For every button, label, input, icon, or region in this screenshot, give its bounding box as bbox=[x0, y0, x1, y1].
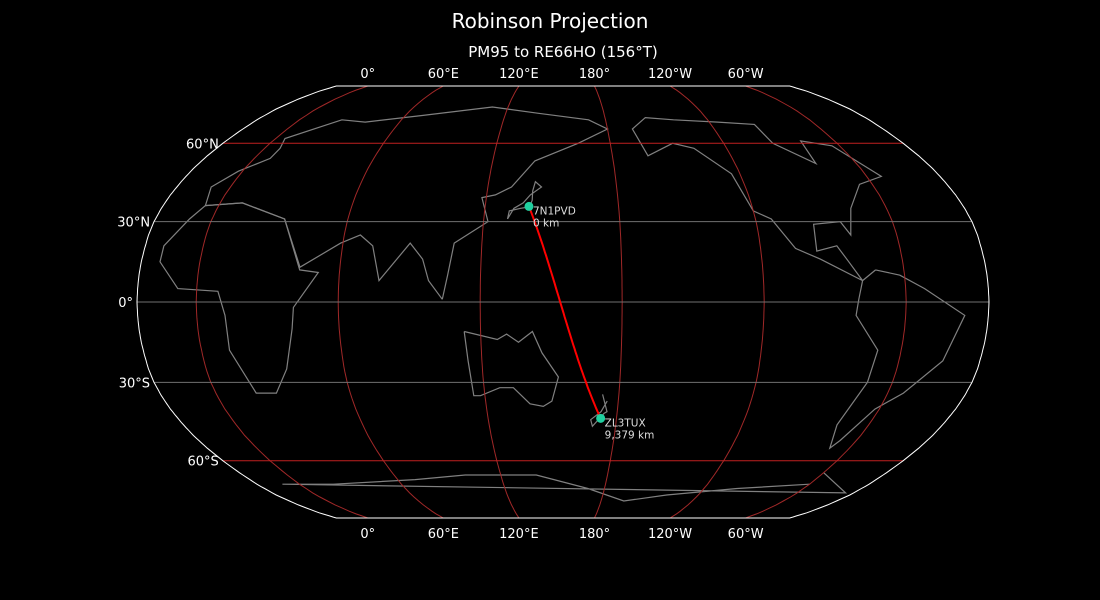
top-lon-tick: 120°W bbox=[648, 67, 692, 82]
coastline bbox=[590, 394, 608, 428]
top-lon-tick: 120°E bbox=[499, 67, 539, 82]
station-distance: 0 km bbox=[533, 217, 559, 229]
lat-tick: 0° bbox=[118, 296, 133, 311]
bottom-lon-tick: 120°W bbox=[648, 527, 692, 542]
bottom-lon-tick: 60°E bbox=[428, 527, 459, 542]
coastline bbox=[159, 202, 320, 394]
coastline bbox=[828, 269, 966, 450]
graticule bbox=[137, 86, 989, 518]
coastline bbox=[506, 180, 543, 220]
lat-tick: 60°S bbox=[188, 455, 219, 470]
lat-tick: 30°N bbox=[117, 216, 150, 231]
station-marker[interactable] bbox=[524, 201, 534, 211]
lat-tick: 30°S bbox=[119, 376, 150, 391]
bottom-lon-tick: 120°E bbox=[499, 527, 539, 542]
coastline bbox=[631, 116, 883, 282]
station-marker[interactable] bbox=[596, 413, 606, 423]
great-circle-path bbox=[528, 206, 602, 419]
top-lon-tick: 180° bbox=[579, 67, 610, 82]
map-outline bbox=[136, 85, 990, 519]
bottom-lon-tick: 0° bbox=[360, 527, 375, 542]
top-lon-tick: 60°E bbox=[428, 67, 459, 82]
coastlines bbox=[159, 106, 966, 502]
coastline bbox=[204, 106, 609, 300]
coastline bbox=[463, 330, 560, 408]
station-callsign: 7N1PVD bbox=[533, 205, 576, 217]
bottom-lon-tick: 180° bbox=[579, 527, 610, 542]
station-callsign: ZL3TUX bbox=[605, 417, 646, 429]
top-lon-tick: 0° bbox=[360, 67, 375, 82]
coastline bbox=[282, 472, 848, 502]
top-lon-tick: 60°W bbox=[728, 67, 764, 82]
map-title: Robinson Projection bbox=[451, 9, 649, 33]
lat-tick: 60°N bbox=[186, 137, 219, 152]
station-distance: 9,379 km bbox=[605, 429, 655, 441]
map-subtitle: PM95 to RE66HO (156°T) bbox=[468, 43, 658, 61]
bottom-lon-tick: 60°W bbox=[728, 527, 764, 542]
